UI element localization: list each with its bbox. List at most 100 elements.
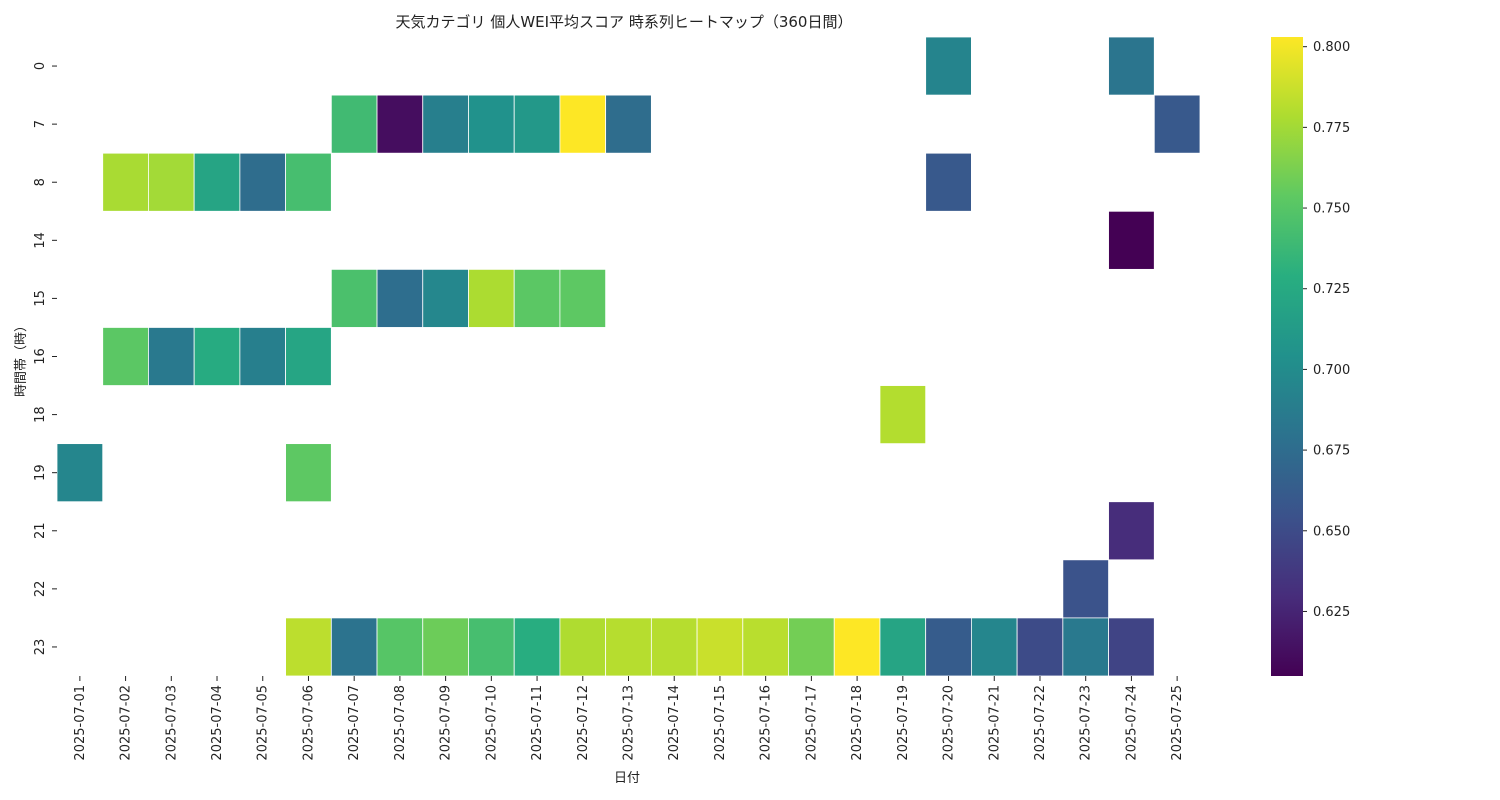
y-tick-label: 16	[33, 348, 48, 365]
heatmap-cell	[1108, 501, 1155, 561]
heatmap-cell	[513, 268, 561, 328]
heatmap-cell	[285, 443, 332, 503]
y-tick-label: 7	[33, 120, 48, 128]
x-tick-label: 2025-07-18	[850, 685, 865, 761]
y-tick-label: 14	[33, 232, 48, 249]
heatmap-cell	[513, 94, 561, 154]
x-tick-label: 2025-07-11	[530, 685, 545, 761]
colorbar-tick-label: 0.650	[1313, 524, 1350, 539]
y-tick-label: 19	[33, 464, 48, 481]
heatmap-cell	[422, 94, 469, 154]
colorbar-tick-label: 0.725	[1313, 282, 1350, 297]
x-tick-label: 2025-07-20	[942, 685, 957, 761]
x-tick-label: 2025-07-13	[622, 685, 637, 761]
heatmap-cell	[696, 617, 744, 677]
heatmap-cell	[468, 268, 515, 328]
y-axis-ticks: 0 7 8 14 15 16 18 19 21 22 23	[33, 62, 57, 655]
x-tick-label: 2025-07-02	[119, 685, 134, 761]
x-tick-label: 2025-07-03	[164, 685, 179, 761]
heatmap-cell	[559, 617, 607, 677]
heatmap-cell	[925, 36, 972, 96]
heatmap-cell	[879, 385, 927, 445]
colorbar-tick-label: 0.625	[1313, 605, 1350, 620]
heatmap-cell	[422, 617, 469, 677]
heatmap-cell	[422, 268, 469, 328]
heatmap-cell	[971, 617, 1018, 677]
x-tick-label: 2025-07-01	[73, 685, 88, 761]
heatmap-cell	[285, 327, 332, 386]
chart-title: 天気カテゴリ 個人WEI平均スコア 時系列ヒートマップ（360日間）	[396, 13, 853, 31]
x-tick-label: 2025-07-16	[759, 685, 774, 761]
y-tick-label: 15	[33, 290, 48, 307]
x-tick-label: 2025-07-07	[347, 685, 362, 761]
heatmap-cell	[468, 94, 515, 154]
colorbar-tick-label: 0.700	[1313, 363, 1350, 378]
x-tick-label: 2025-07-06	[301, 685, 316, 761]
colorbar-tick-label: 0.675	[1313, 444, 1350, 459]
x-tick-label: 2025-07-15	[713, 685, 728, 761]
heatmap-cell	[1108, 36, 1155, 96]
heatmap-cell	[1108, 617, 1155, 677]
heatmap-cell	[559, 268, 607, 328]
heatmap-cell	[925, 152, 972, 212]
heatmap-cell	[650, 617, 698, 677]
colorbar-tick-label: 0.775	[1313, 121, 1350, 136]
x-tick-label: 2025-07-14	[667, 685, 682, 761]
heatmap-cell	[239, 152, 287, 212]
colorbar-tick-label: 0.750	[1313, 202, 1350, 217]
heatmap-cell	[513, 617, 561, 677]
heatmap-cell	[788, 617, 835, 677]
heatmap-cell	[330, 268, 378, 328]
x-tick-label: 2025-07-19	[896, 685, 911, 761]
heatmap-cell	[239, 327, 287, 386]
x-tick-label: 2025-07-24	[1124, 685, 1139, 761]
heatmap-cell	[330, 94, 378, 154]
y-tick-label: 8	[33, 178, 48, 186]
heatmap-cell	[376, 268, 424, 328]
x-tick-label: 2025-07-22	[1033, 685, 1048, 761]
heatmap-cell	[148, 152, 195, 212]
heatmap-cell	[193, 327, 241, 386]
heatmap-cell	[1016, 617, 1064, 677]
x-tick-label: 2025-07-17	[804, 685, 819, 761]
x-tick-label: 2025-07-08	[393, 685, 408, 761]
x-tick-label: 2025-07-04	[210, 685, 225, 761]
heatmap-cell	[330, 617, 378, 677]
x-tick-label: 2025-07-12	[576, 685, 591, 761]
x-tick-label: 2025-07-25	[1170, 685, 1185, 761]
colorbar-tick-label: 0.800	[1313, 40, 1350, 55]
x-tick-label: 2025-07-10	[484, 685, 499, 761]
heatmap-cell	[1108, 210, 1155, 270]
x-tick-label: 2025-07-05	[256, 685, 271, 761]
heatmap-cell	[56, 443, 104, 503]
heatmap-cell	[742, 617, 789, 677]
heatmap-cell	[285, 152, 332, 212]
y-tick-label: 22	[33, 581, 48, 598]
heatmap-cell	[833, 617, 881, 677]
heatmap-cell	[102, 152, 149, 212]
heatmap-cell	[376, 617, 424, 677]
x-tick-label: 2025-07-23	[1079, 685, 1094, 761]
heatmap-cell	[193, 152, 241, 212]
x-tick-label: 2025-07-09	[439, 685, 454, 761]
heatmap-cell	[148, 327, 195, 386]
heatmap-cell	[605, 94, 652, 154]
y-tick-label: 0	[33, 62, 48, 70]
heatmap-cell	[1153, 94, 1201, 154]
heatmap-cell	[605, 617, 652, 677]
heatmap-cell	[559, 94, 607, 154]
heatmap-cell	[925, 617, 972, 677]
heatmap-cell	[1062, 617, 1109, 677]
colorbar-ticks: 0.625 0.650 0.675 0.700 0.725 0.750 0.775 0.800	[1303, 40, 1350, 620]
heatmap-cell	[376, 94, 424, 154]
x-axis-label: 日付	[614, 771, 640, 786]
y-tick-label: 21	[33, 522, 48, 539]
heatmap-cell	[879, 617, 927, 677]
heatmap-cell	[285, 617, 332, 677]
heatmap-cell	[468, 617, 515, 677]
heatmap-cells	[56, 36, 1201, 677]
x-axis-ticks: 2025-07-01 2025-07-02 2025-07-03 2025-07-04…	[73, 676, 1185, 761]
y-tick-label: 23	[33, 639, 48, 656]
colorbar	[1271, 37, 1303, 676]
